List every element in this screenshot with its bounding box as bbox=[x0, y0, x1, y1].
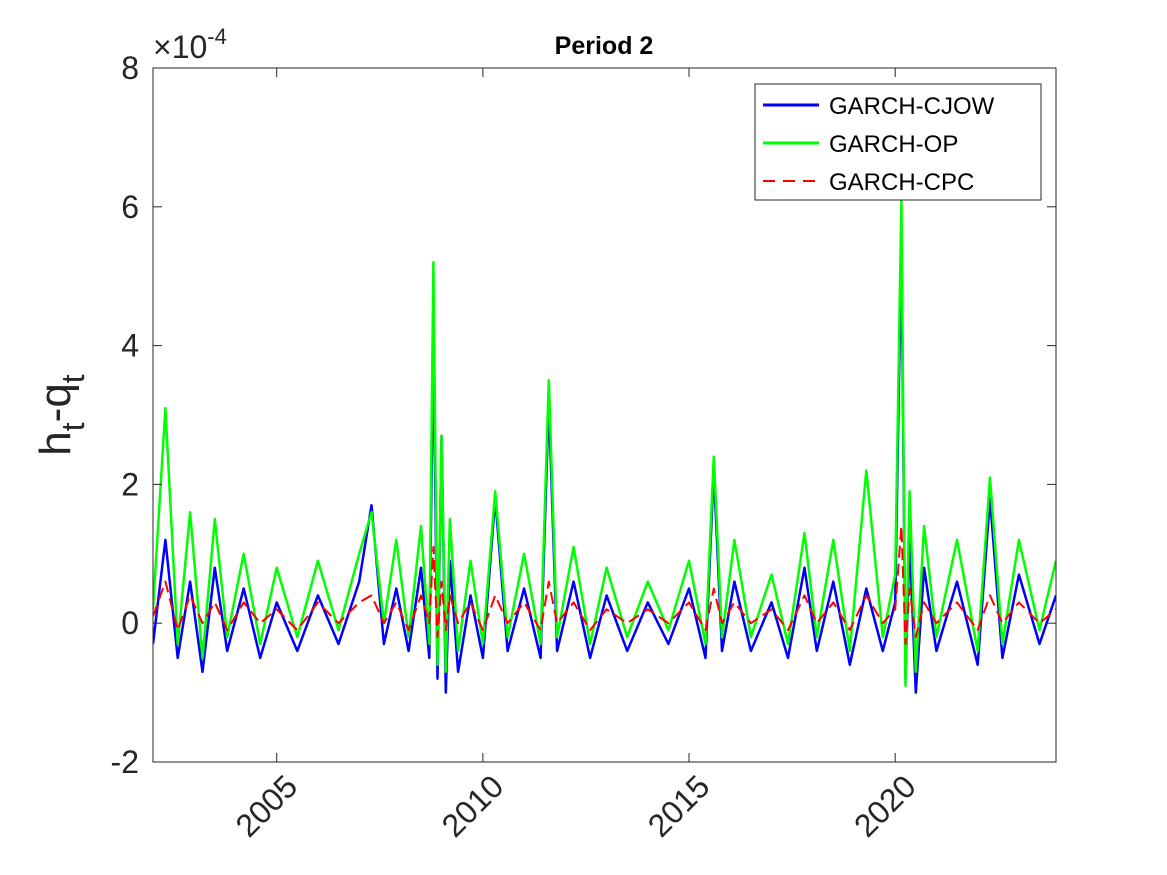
y-exponent-power: -4 bbox=[207, 24, 227, 49]
y-tick-label: 0 bbox=[121, 605, 139, 641]
y-exponent-label: ×10-4 bbox=[153, 24, 227, 65]
y-tick-label: 8 bbox=[121, 50, 139, 86]
y-tick-label: 2 bbox=[121, 466, 139, 502]
legend: GARCH-CJOW GARCH-OP GARCH-CPC bbox=[754, 83, 1042, 201]
y-axis-label: ht-qt bbox=[31, 374, 91, 456]
chart-title: Period 2 bbox=[555, 32, 654, 60]
legend-label-garch-cpc: GARCH-CPC bbox=[829, 169, 974, 196]
x-tick-label: 2010 bbox=[435, 768, 511, 844]
y-axis-label-sub1: t bbox=[55, 422, 91, 431]
y-tick-label: 6 bbox=[121, 189, 139, 225]
legend-label-garch-op: GARCH-OP bbox=[829, 131, 958, 158]
legend-label-garch-cjow: GARCH-CJOW bbox=[829, 93, 995, 120]
y-tick-label: -2 bbox=[111, 744, 139, 780]
x-tick-label: 2005 bbox=[228, 768, 304, 844]
series-line-garch-cpc bbox=[153, 525, 1056, 645]
x-tick-label: 2020 bbox=[847, 768, 923, 844]
y-tick-label: 4 bbox=[121, 328, 139, 364]
y-axis-label-sub2: t bbox=[55, 374, 91, 383]
x-tick-label: 2015 bbox=[641, 768, 717, 844]
series-layer bbox=[153, 198, 1056, 694]
axes-box bbox=[152, 67, 1057, 763]
y-axis-label-main: h bbox=[31, 431, 80, 455]
y-axis-label-mid: -q bbox=[31, 383, 80, 422]
y-exponent-base: ×10 bbox=[153, 29, 207, 65]
